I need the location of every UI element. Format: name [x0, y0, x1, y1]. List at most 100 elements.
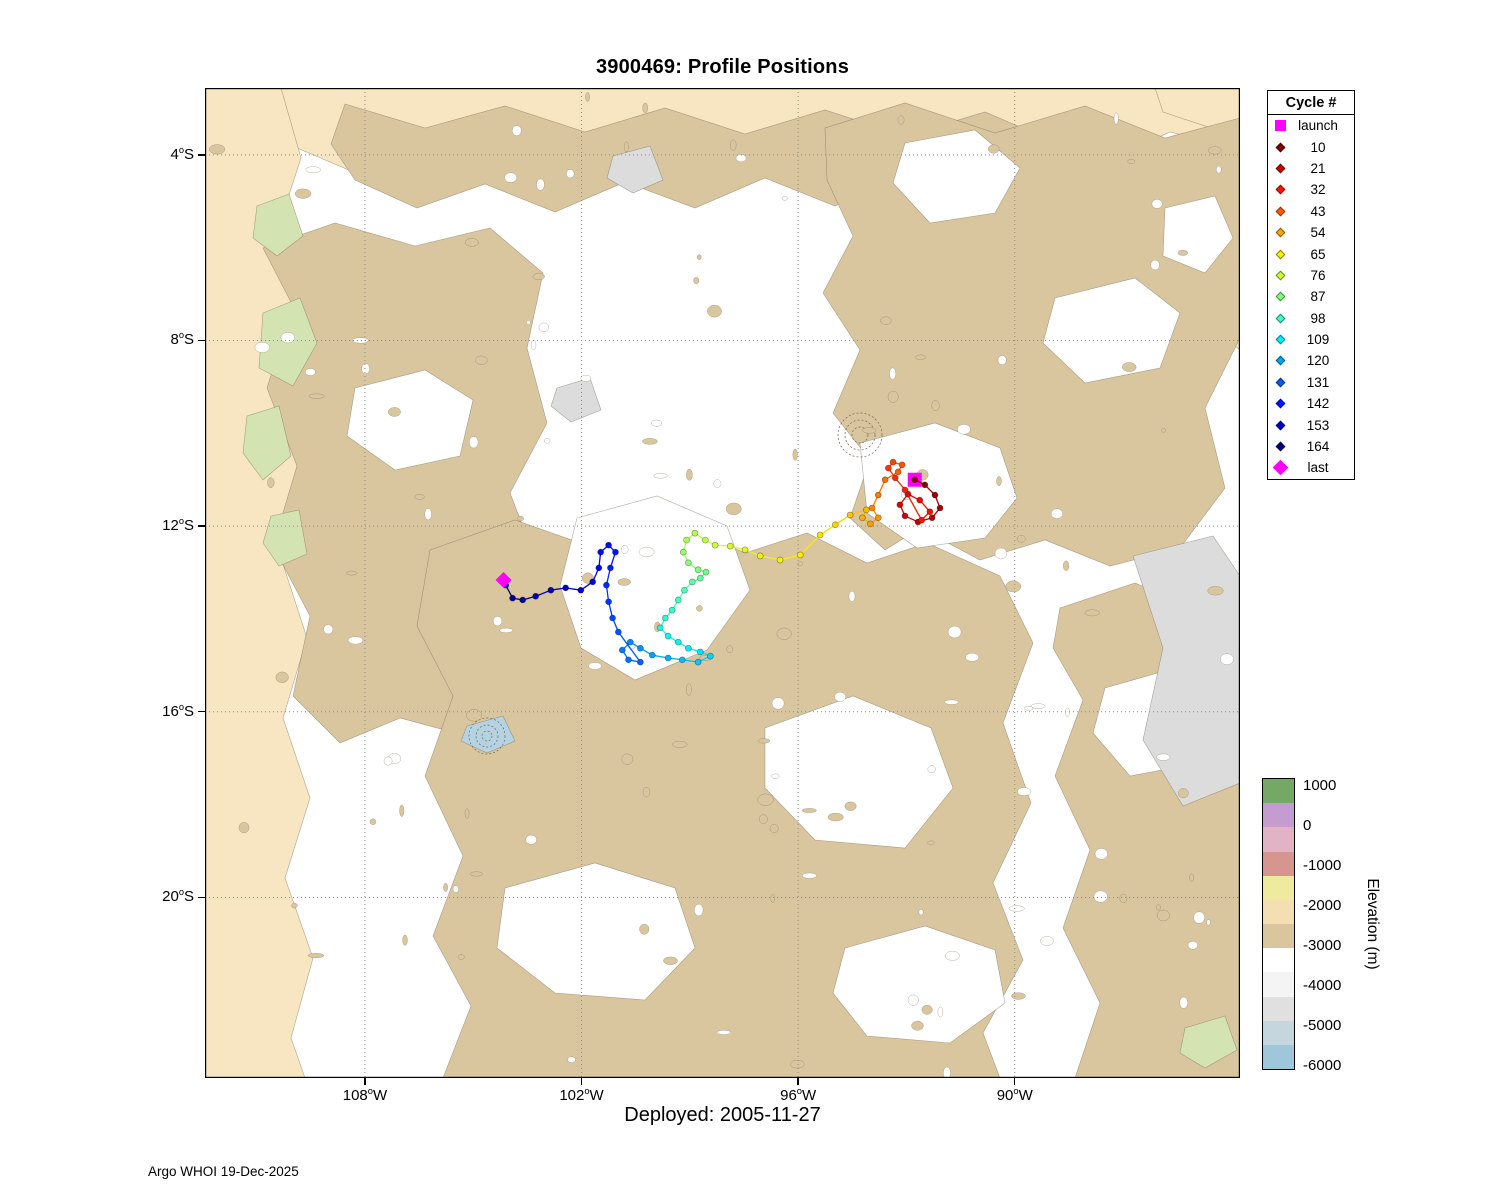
legend-item-label: last — [1307, 460, 1329, 476]
profile-position-dot — [874, 514, 882, 522]
profile-position-dot — [901, 512, 909, 520]
trajectory-segment — [819, 524, 836, 536]
terrain-speckle — [1207, 146, 1222, 155]
profile-position-dot — [668, 606, 676, 614]
cycle-marker-icon — [1275, 420, 1286, 431]
terrain-speckle — [713, 479, 722, 488]
colorbar-tick-label: -2000 — [1303, 897, 1342, 914]
legend-marker-column — [1273, 334, 1288, 345]
profile-position-dot — [681, 586, 688, 594]
profile-position-dot — [679, 548, 687, 556]
profile-position-dot — [702, 536, 709, 544]
profile-position-dot — [901, 486, 909, 494]
profile-position-dot — [685, 559, 692, 567]
profile-position-dot — [874, 491, 882, 499]
cycle-marker-icon — [1275, 206, 1286, 217]
page-title: 3900469: Profile Positions — [595, 56, 850, 78]
contour-ring — [475, 724, 499, 748]
terrain-speckle — [726, 645, 733, 654]
terrain-speckle — [1065, 707, 1070, 718]
profile-position-dot — [885, 464, 892, 472]
terrain-speckle — [937, 1006, 944, 1018]
profile-position-dot — [936, 504, 944, 512]
terrain-green — [1179, 1015, 1238, 1069]
profile-position-dot — [637, 658, 644, 666]
profile-position-dot — [776, 556, 784, 564]
legend-marker-column — [1273, 398, 1288, 409]
legend-item: 142 — [1268, 393, 1354, 414]
profile-position-dot — [625, 656, 632, 664]
profile-position-dot — [741, 546, 749, 554]
profile-position-dot — [656, 624, 664, 632]
terrain-speckle — [997, 355, 1007, 366]
terrain-speckle — [308, 393, 325, 399]
x-tick-label: 90oW — [996, 1086, 1033, 1104]
terrain-speckle — [399, 804, 405, 817]
colorbar-band — [1263, 948, 1294, 973]
legend-item-label: 164 — [1306, 439, 1330, 455]
profile-position-dot — [637, 644, 644, 652]
profile-position-dot — [726, 542, 734, 550]
terrain-speckle — [1178, 788, 1189, 799]
cycle-marker-icon — [1275, 441, 1286, 452]
terrain-speckle — [707, 304, 722, 318]
colorbar-tick-label: -3000 — [1303, 937, 1342, 954]
legend-item-label: 120 — [1306, 353, 1330, 369]
terrain-speckle — [996, 476, 1002, 487]
terrain-speckle — [452, 885, 459, 893]
terrain-speckle — [639, 923, 650, 935]
legend-item: launch — [1268, 115, 1354, 136]
terrain-speckle — [1216, 165, 1222, 174]
terrain-speckle — [361, 363, 370, 375]
cycle-marker-icon — [1275, 184, 1286, 195]
colorbar-band — [1263, 924, 1294, 949]
legend-marker-column — [1273, 120, 1288, 132]
colorbar-band — [1263, 827, 1294, 852]
terrain-speckle — [918, 909, 924, 916]
terrain-speckle — [468, 436, 479, 449]
terrain-speckle — [1017, 787, 1032, 796]
y-tick-mark — [198, 525, 205, 527]
terrain-speckle — [947, 625, 962, 639]
colorbar-tick-label: -6000 — [1303, 1057, 1342, 1074]
terrain-speckle — [1206, 919, 1211, 926]
terrain-white — [346, 369, 474, 471]
cycle-marker-icon — [1275, 142, 1286, 153]
legend-item: 76 — [1268, 265, 1354, 286]
terrain-speckle — [517, 515, 524, 522]
profile-position-dot — [609, 614, 616, 622]
y-tick-mark — [198, 711, 205, 713]
terrain-white — [1042, 277, 1181, 384]
terrain-speckle — [1156, 909, 1170, 922]
terrain-speckle — [1094, 848, 1108, 860]
profile-position-dot — [918, 516, 925, 524]
terrain-white — [859, 422, 1018, 549]
colorbar-band — [1263, 1020, 1294, 1045]
profile-position-dot — [707, 652, 714, 660]
profile-position-dot — [696, 574, 704, 582]
terrain-white — [559, 495, 751, 681]
profile-position-dot — [678, 656, 686, 664]
x-tick-label: 96oW — [780, 1086, 817, 1104]
trajectory-segment — [760, 555, 781, 561]
legend-item: 87 — [1268, 286, 1354, 307]
terrain-speckle — [469, 871, 483, 877]
profile-position-dot — [605, 541, 612, 549]
profile-position-dot — [607, 564, 614, 572]
terrain-speckle — [1189, 873, 1194, 882]
terrain-speckle — [758, 814, 768, 824]
terrain-speckle — [532, 272, 545, 281]
contour-ring — [468, 717, 506, 755]
profile-position-dot — [605, 598, 612, 606]
cycle-marker-icon — [1275, 163, 1286, 174]
profile-position-dot — [618, 646, 626, 654]
terrain-green — [242, 405, 292, 481]
terrain-speckle — [862, 427, 877, 434]
terrain-speckle — [536, 178, 545, 191]
legend-item-label: 87 — [1310, 289, 1326, 305]
terrain-speckle — [475, 355, 488, 365]
axes-border — [205, 88, 1240, 1078]
terrain-speckle — [466, 709, 482, 722]
terrain-speckle — [782, 195, 788, 201]
profile-position-dot — [831, 521, 839, 529]
